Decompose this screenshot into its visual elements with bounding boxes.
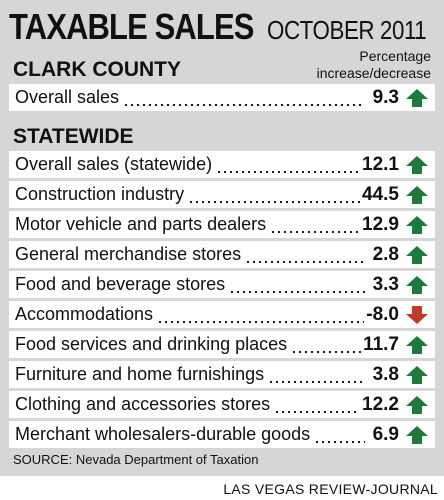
dot-leader — [157, 301, 365, 328]
table-row: General merchandise stores 2.8 — [9, 241, 435, 268]
dot-leader — [229, 271, 365, 298]
table-row: Furniture and home furnishings 3.8 — [9, 361, 435, 388]
table-row: Overall sales (statewide) 12.1 — [9, 151, 435, 178]
table-row: Motor vehicle and parts dealers 12.9 — [9, 211, 435, 238]
row-value: 3.8 — [372, 363, 399, 385]
dot-leader — [216, 151, 361, 178]
row-label: Construction industry — [15, 184, 187, 205]
dot-leader — [268, 361, 365, 388]
statewide-section-header: STATEWIDE — [9, 119, 435, 151]
row-value: 6.9 — [372, 423, 399, 445]
row-value: 12.9 — [362, 213, 399, 235]
arrow-up-icon — [406, 335, 428, 354]
arrow-up-icon — [406, 215, 428, 234]
row-label: Food services and drinking places — [15, 334, 290, 355]
source-note: SOURCE: Nevada Department of Taxation — [13, 452, 259, 467]
credit-line: LAS VEGAS REVIEW-JOURNAL — [223, 481, 438, 497]
percentage-note-line1: Percentage — [359, 48, 431, 64]
row-label: General merchandise stores — [15, 244, 244, 265]
row-label: Overall sales — [15, 87, 122, 108]
dot-leader — [291, 331, 362, 358]
row-value: 44.5 — [362, 183, 399, 205]
row-label: Overall sales (statewide) — [15, 154, 215, 175]
table-row: Construction industry 44.5 — [9, 181, 435, 208]
dot-leader — [314, 421, 365, 448]
row-label: Clothing and accessories stores — [15, 394, 273, 415]
arrow-up-icon — [406, 155, 428, 174]
percentage-note-line2: increase/decrease — [316, 65, 431, 81]
table-row: Clothing and accessories stores 12.2 — [9, 391, 435, 418]
arrow-up-icon — [406, 245, 428, 264]
header: TAXABLE SALES OCTOBER 2011 — [9, 6, 435, 47]
dot-leader — [188, 181, 361, 208]
arrow-up-icon — [406, 425, 428, 444]
row-value: 9.3 — [372, 86, 399, 108]
row-value: 2.8 — [372, 243, 399, 265]
clark-county-title: CLARK COUNTY — [13, 58, 181, 81]
statewide-rows: Overall sales (statewide) 12.1 Constructio… — [9, 151, 435, 448]
taxable-sales-panel: TAXABLE SALES OCTOBER 2011 CLARK COUNTY … — [0, 0, 444, 476]
dot-leader — [270, 211, 361, 238]
table-row: Merchant wholesalers-durable goods 6.9 — [9, 421, 435, 448]
table-row: Food and beverage stores 3.3 — [9, 271, 435, 298]
row-label: Motor vehicle and parts dealers — [15, 214, 269, 235]
clark-county-rows: Overall sales 9.3 — [9, 84, 435, 111]
row-label: Furniture and home furnishings — [15, 364, 267, 385]
page-subtitle: OCTOBER 2011 — [267, 15, 427, 45]
dot-leader — [274, 391, 361, 418]
clark-county-section-header: CLARK COUNTY Percentage increase/decreas… — [9, 48, 435, 84]
statewide-title: STATEWIDE — [13, 125, 134, 148]
row-value: 11.7 — [363, 333, 399, 355]
table-row: Overall sales 9.3 — [9, 84, 435, 111]
arrow-up-icon — [406, 365, 428, 384]
percentage-note: Percentage increase/decrease — [317, 48, 431, 82]
row-value: 12.2 — [362, 393, 399, 415]
dot-leader — [123, 84, 365, 111]
row-value: 12.1 — [362, 153, 399, 175]
page-title: TAXABLE SALES — [9, 6, 254, 47]
row-label: Merchant wholesalers-durable goods — [15, 424, 313, 445]
row-label: Food and beverage stores — [15, 274, 228, 295]
arrow-up-icon — [406, 395, 428, 414]
arrow-up-icon — [406, 275, 428, 294]
arrow-up-icon — [406, 88, 428, 107]
table-row: Food services and drinking places 11.7 — [9, 331, 435, 358]
arrow-up-icon — [406, 185, 428, 204]
row-label: Accommodations — [15, 304, 156, 325]
arrow-down-icon — [406, 305, 428, 324]
table-row: Accommodations -8.0 — [9, 301, 435, 328]
row-value: 3.3 — [372, 273, 399, 295]
dot-leader — [245, 241, 365, 268]
row-value: -8.0 — [366, 303, 399, 325]
